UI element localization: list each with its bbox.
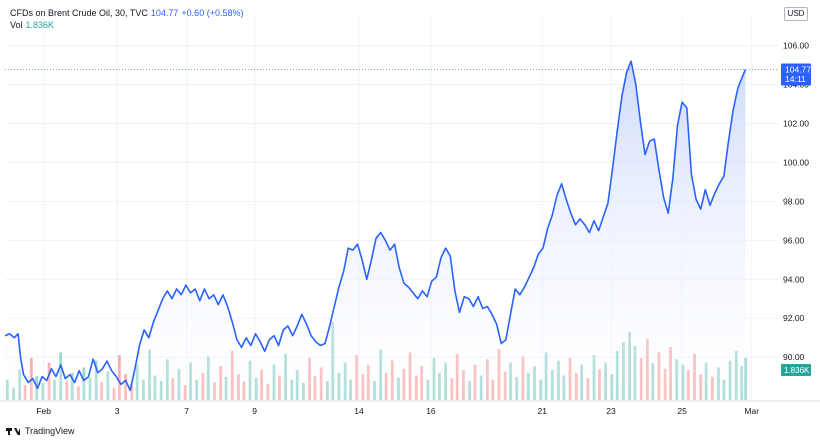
price-area-fill bbox=[5, 61, 746, 400]
y-tick-label: 106.00 bbox=[783, 41, 809, 51]
tradingview-logo-icon bbox=[6, 427, 22, 435]
y-tick-label: 92.00 bbox=[783, 313, 805, 323]
price-line bbox=[4, 60, 747, 392]
volume-badge-label: 1.836K bbox=[784, 366, 810, 375]
price-axis[interactable]: 90.00 92.00 94.00 96.00 98.00 100.00 102.00 104… bbox=[783, 41, 809, 363]
x-tick-label: 9 bbox=[252, 406, 257, 416]
bar-countdown-label: 14:11 bbox=[785, 74, 806, 84]
y-tick-label: 96.00 bbox=[783, 235, 805, 245]
legend-change: +0.60 (+0.58%) bbox=[181, 8, 244, 18]
y-tick-label: 90.00 bbox=[783, 352, 805, 362]
tradingview-logo[interactable]: TradingView bbox=[6, 426, 75, 436]
x-tick-label: 16 bbox=[426, 406, 436, 416]
volume-bar bbox=[744, 357, 747, 400]
time-axis[interactable]: Feb 3 7 9 14 16 21 23 25 Mar bbox=[0, 400, 820, 416]
brand-name: TradingView bbox=[25, 426, 75, 436]
x-tick-label: 23 bbox=[606, 406, 616, 416]
x-tick-label: 14 bbox=[354, 406, 364, 416]
volume-value: 1.836K bbox=[25, 20, 55, 30]
x-tick-label: 3 bbox=[115, 406, 120, 416]
volume-legend[interactable]: Vol 1.836K bbox=[10, 20, 54, 30]
x-tick-label: 7 bbox=[184, 406, 189, 416]
volume-badge: 1.836K bbox=[781, 364, 811, 376]
currency-button[interactable]: USD bbox=[784, 7, 808, 21]
volume-title: Vol bbox=[10, 20, 23, 30]
symbol-title: CFDs on Brent Crude Oil, 30, TVC bbox=[10, 8, 148, 18]
legend-last-price: 104.77 bbox=[150, 8, 179, 18]
y-tick-label: 98.00 bbox=[783, 196, 805, 206]
y-tick-label: 100.00 bbox=[783, 157, 809, 167]
last-price-badge: 104.77 14:11 bbox=[781, 63, 811, 86]
x-tick-label: Mar bbox=[744, 406, 759, 416]
symbol-legend[interactable]: CFDs on Brent Crude Oil, 30, TVC 104.77 +0… bbox=[10, 8, 243, 18]
y-tick-label: 102.00 bbox=[783, 118, 809, 128]
x-tick-label: 25 bbox=[677, 406, 687, 416]
volume-bar bbox=[118, 355, 121, 400]
x-tick-label: 21 bbox=[538, 406, 548, 416]
last-price-label: 104.77 bbox=[785, 65, 811, 75]
x-tick-label: Feb bbox=[36, 406, 51, 416]
y-tick-label: 94.00 bbox=[783, 274, 805, 284]
